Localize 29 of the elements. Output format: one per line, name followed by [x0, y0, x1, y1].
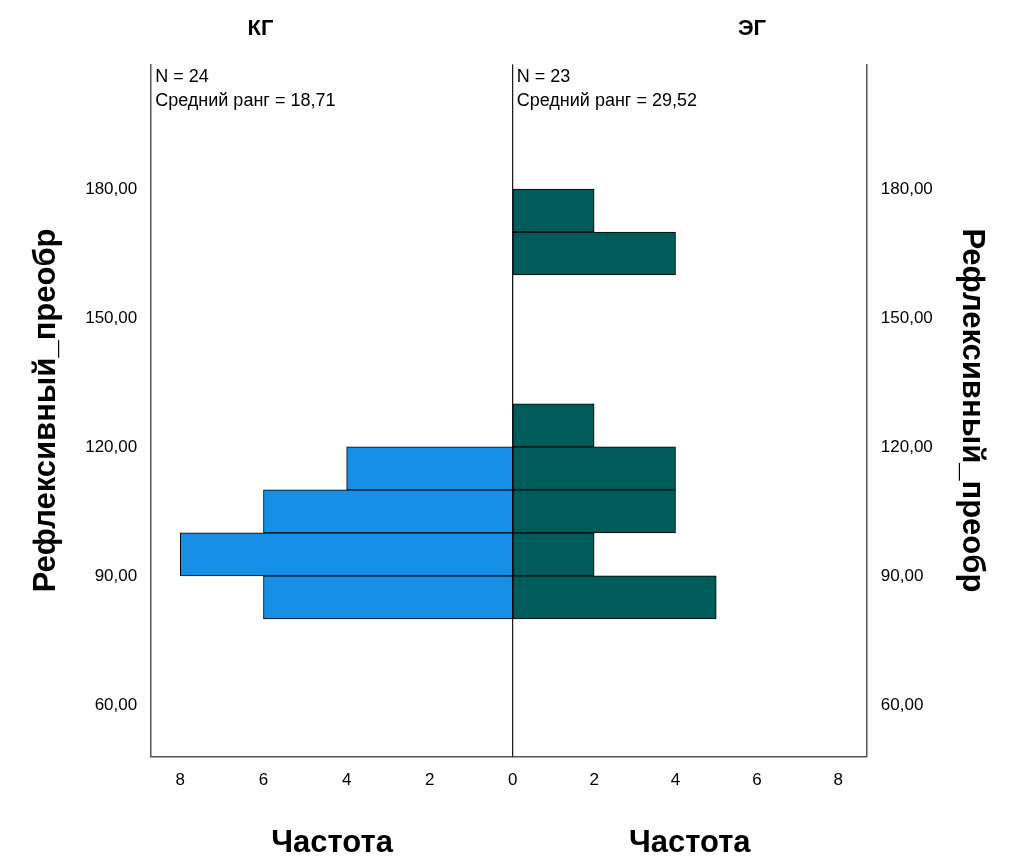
annotation: N = 23 — [516, 66, 571, 87]
chart-title: ЭГ — [737, 15, 767, 41]
x-tick-label: 6 — [752, 770, 762, 790]
annotation: Средний ранг = 18,71 — [155, 90, 336, 111]
x-axis-title: Частота — [628, 823, 752, 859]
x-tick-label: 2 — [425, 770, 435, 790]
x-tick-label: 4 — [341, 770, 352, 790]
y-tick-label: 120,00 — [85, 436, 138, 456]
y-tick-label: 180,00 — [85, 178, 138, 198]
y-tick-label: 150,00 — [880, 307, 933, 327]
x-tick-label: 6 — [258, 770, 269, 790]
x-axis-title: Частота — [271, 823, 394, 859]
y-tick-label: 60,00 — [880, 694, 924, 714]
y-tick-label: 90,00 — [94, 565, 138, 585]
y-tick-label: 60,00 — [94, 694, 138, 714]
x-tick-label: 4 — [670, 770, 681, 790]
annotation: Средний ранг = 29,52 — [516, 90, 697, 111]
y-tick-label: 150,00 — [85, 307, 138, 327]
y-tick-label: 120,00 — [880, 436, 933, 456]
y-tick-label: 90,00 — [880, 565, 924, 585]
y-tick-label: 180,00 — [880, 178, 933, 198]
y-axis-title: Рефлексивный_преобр — [27, 228, 63, 593]
annotation: N = 24 — [155, 66, 209, 87]
x-tick-label: 0 — [507, 770, 518, 790]
chart-title: КГ — [247, 15, 274, 41]
x-tick-label: 8 — [175, 770, 186, 790]
y-axis-title: Рефлексивный_преобр — [955, 228, 991, 593]
x-tick-label: 2 — [589, 770, 599, 790]
x-tick-label: 8 — [833, 770, 844, 790]
